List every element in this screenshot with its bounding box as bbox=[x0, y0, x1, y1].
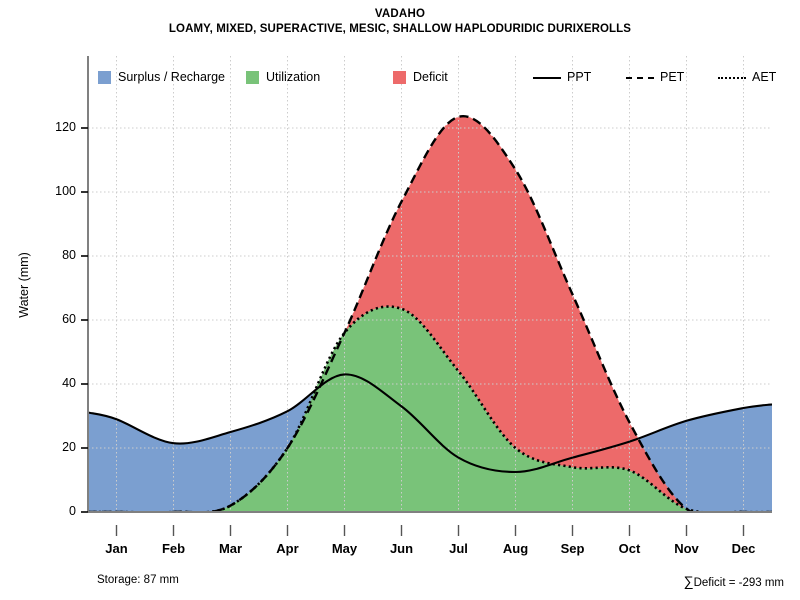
deficit-color-swatch bbox=[393, 70, 406, 84]
x-tick-mar: Mar bbox=[218, 541, 243, 556]
utilization-area bbox=[214, 306, 696, 512]
aet-line-key-icon bbox=[718, 71, 746, 84]
legend-label-deficit: Deficit bbox=[413, 70, 448, 84]
y-tick-60: 60 bbox=[62, 312, 76, 326]
legend-item-surplus: Surplus / Recharge bbox=[98, 68, 225, 86]
total-deficit-annotation: ∑Deficit = -293 mm bbox=[684, 573, 784, 589]
total-deficit-text: Deficit = -293 mm bbox=[693, 577, 784, 589]
x-tick-jan: Jan bbox=[105, 541, 128, 556]
y-tick-20: 20 bbox=[62, 440, 76, 454]
chart-subtitle: LOAMY, MIXED, SUPERACTIVE, MESIC, SHALLO… bbox=[168, 23, 632, 35]
y-tick-120: 120 bbox=[55, 120, 76, 134]
legend-item-deficit: Deficit bbox=[393, 68, 448, 86]
x-tick-feb: Feb bbox=[161, 541, 186, 556]
sigma-icon: ∑ bbox=[683, 573, 694, 589]
surplus-color-swatch bbox=[98, 70, 111, 84]
ppt-line-key-icon bbox=[533, 71, 561, 84]
chart-title-block: VADAHO LOAMY, MIXED, SUPERACTIVE, MESIC,… bbox=[0, 7, 800, 37]
legend-item-aet: AET bbox=[718, 68, 776, 86]
surplus-recharge-area bbox=[88, 387, 772, 512]
legend-label-pet: PET bbox=[660, 70, 685, 84]
legend-item-pet: PET bbox=[626, 68, 684, 86]
x-tick-aug: Aug bbox=[502, 541, 529, 556]
ppt-curve bbox=[88, 373, 772, 474]
pet-curve bbox=[88, 114, 772, 512]
x-tick-apr: Apr bbox=[276, 541, 299, 556]
x-tick-may: May bbox=[331, 541, 358, 556]
x-tick-nov: Nov bbox=[674, 541, 699, 556]
x-tick-jun: Jun bbox=[389, 541, 414, 556]
x-tick-jul: Jul bbox=[449, 541, 468, 556]
legend-label-ppt: PPT bbox=[567, 70, 592, 84]
x-tick-dec: Dec bbox=[731, 541, 756, 556]
y-tick-0: 0 bbox=[69, 504, 76, 518]
deficit-area bbox=[262, 116, 685, 508]
x-tick-sep: Sep bbox=[560, 541, 585, 556]
legend-label-utilization: Utilization bbox=[266, 70, 321, 84]
chart-legend: Surplus / Recharge Utilization Deficit P… bbox=[98, 68, 776, 86]
storage-annotation: Storage: 87 mm bbox=[97, 574, 179, 586]
pet-line-key-icon bbox=[626, 71, 654, 84]
y-tick-100: 100 bbox=[55, 184, 76, 198]
y-axis-label: Water (mm) bbox=[17, 252, 31, 318]
legend-label-surplus: Surplus / Recharge bbox=[118, 70, 226, 84]
x-tick-oct: Oct bbox=[618, 541, 641, 556]
y-tick-80: 80 bbox=[62, 248, 76, 262]
legend-label-aet: AET bbox=[752, 70, 777, 84]
legend-item-ppt: PPT bbox=[533, 68, 591, 86]
chart-title: VADAHO bbox=[374, 8, 426, 20]
utilization-color-swatch bbox=[246, 70, 259, 84]
y-tick-40: 40 bbox=[62, 376, 76, 390]
legend-item-utilization: Utilization bbox=[246, 68, 320, 86]
